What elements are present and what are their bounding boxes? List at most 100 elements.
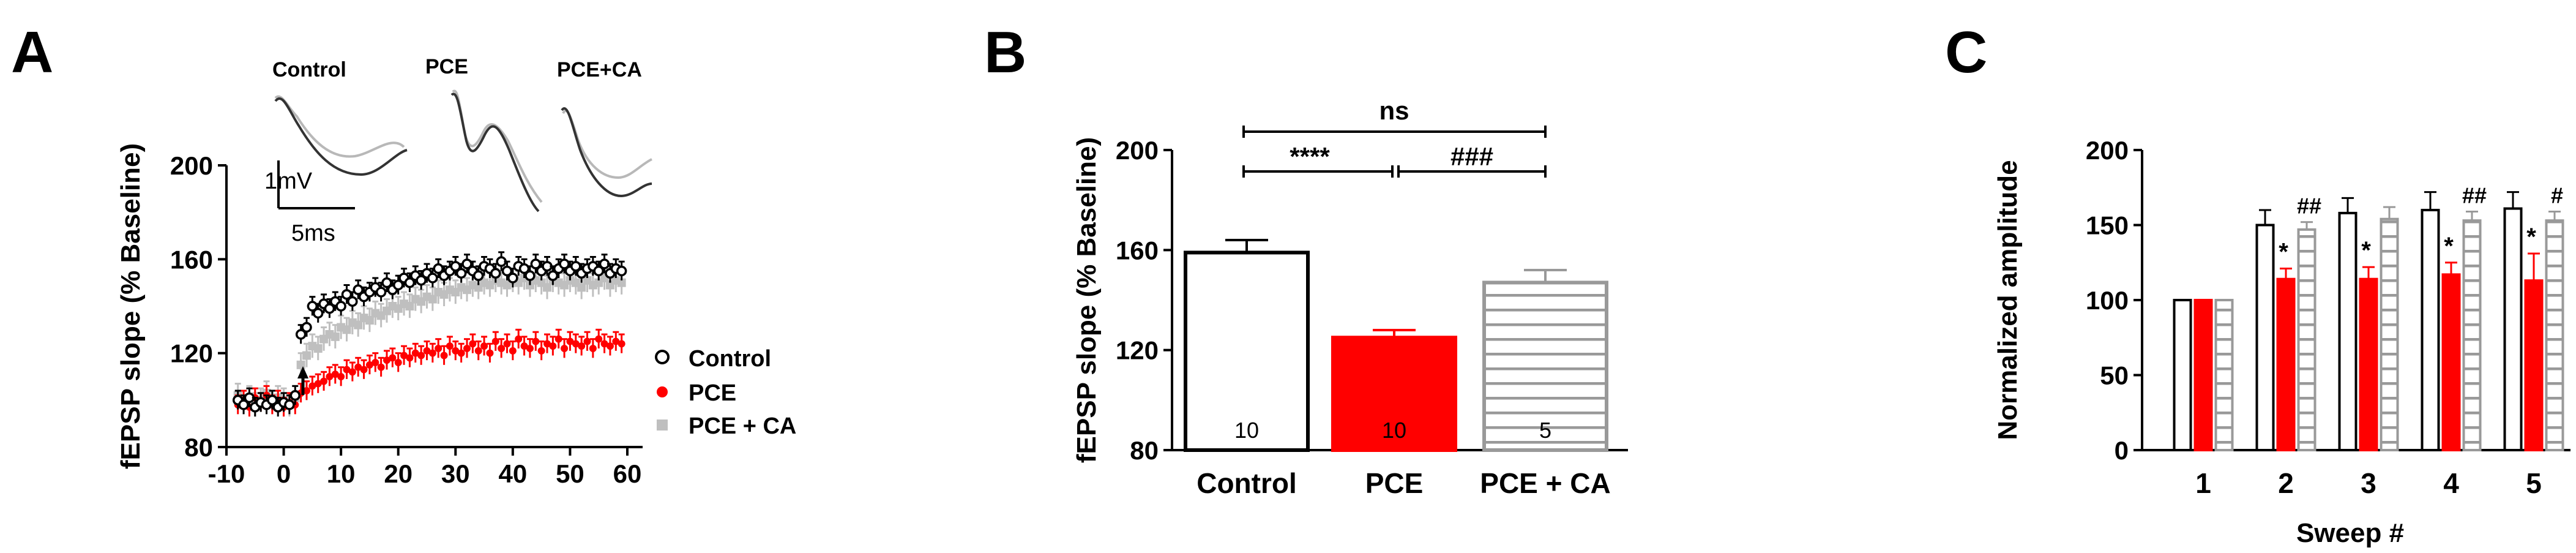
data-point — [433, 263, 444, 274]
data-point — [606, 342, 614, 350]
bar-sweep-2-series-2 — [2276, 277, 2296, 451]
panel-a-x-tick-label: 60 — [613, 459, 642, 488]
significance-marker-pce-ca: ## — [2462, 182, 2487, 208]
data-point — [337, 373, 345, 380]
data-point — [618, 340, 625, 348]
data-point — [417, 352, 425, 359]
bar-sweep-3-series-1 — [2338, 211, 2358, 451]
data-point — [324, 303, 335, 314]
panel-c: C 0 50 100 150 200 Normalized amplitude Swee… — [1945, 20, 2570, 548]
data-point — [491, 337, 499, 345]
legend-label-control: Control — [689, 346, 771, 372]
data-point — [486, 349, 494, 357]
data-point — [354, 363, 362, 371]
panel-b-y-tick-label: 200 — [1116, 136, 1159, 165]
data-point — [381, 277, 392, 288]
significance-bracket-control-pce: **** — [1242, 142, 1394, 178]
bar-n-label: 5 — [1539, 418, 1551, 443]
data-point — [457, 349, 465, 357]
data-point — [440, 352, 448, 359]
panel-b-x-tick-label: Control — [1197, 467, 1297, 499]
significance-marker-pce: * — [2444, 233, 2454, 260]
panel-a-x-tick-label: 30 — [441, 459, 470, 488]
panel-a-y-tick-label: 80 — [184, 433, 213, 462]
data-point — [490, 268, 501, 279]
data-point — [593, 265, 604, 277]
data-point — [469, 340, 477, 348]
panel-c-y-tick-label: 150 — [2086, 211, 2129, 240]
panel-a-x-tick-label: 0 — [277, 459, 291, 488]
data-point — [474, 347, 482, 355]
panel-c-y-tick-label: 100 — [2086, 286, 2129, 315]
data-point — [463, 345, 471, 352]
panel-b-y-ticks: 80 120 160 200 — [1116, 136, 1172, 465]
panel-c-x-axis-label: Sweep # — [2296, 518, 2404, 548]
panel-c-y-axis-label: Normalized amplitude — [1993, 160, 2023, 440]
panel-a-y-tick-label: 120 — [170, 339, 213, 368]
bar-sweep-4-series-3 — [2462, 219, 2482, 451]
data-point — [547, 270, 559, 281]
data-point — [289, 389, 301, 401]
inset-label-pce-ca: PCE+CA — [557, 58, 642, 81]
data-point — [383, 356, 390, 364]
data-point — [450, 261, 461, 272]
data-point — [507, 273, 518, 284]
data-point — [296, 360, 305, 369]
data-point — [559, 258, 570, 269]
significance-marker-pce: * — [2279, 239, 2288, 266]
inset-trace-pce — [450, 89, 543, 213]
significance-label-stars: **** — [1290, 142, 1330, 171]
data-point — [612, 337, 620, 345]
data-point — [354, 320, 363, 329]
data-point — [341, 289, 353, 300]
data-point — [520, 342, 528, 350]
data-point — [561, 345, 569, 352]
bar-pce — [1331, 336, 1457, 452]
data-point — [595, 335, 603, 343]
legend-marker-pce — [657, 386, 668, 397]
data-point — [377, 363, 385, 371]
panel-a-legend: Control PCE PCE + CA — [655, 346, 796, 439]
data-point — [583, 337, 591, 345]
legend-label-pce-ca: PCE + CA — [689, 413, 796, 439]
data-point — [314, 380, 322, 388]
data-point — [392, 279, 404, 291]
significance-label-hashes: ### — [1450, 142, 1493, 171]
data-point — [530, 258, 542, 269]
data-point — [330, 332, 340, 341]
data-point — [406, 354, 414, 362]
data-point — [405, 302, 414, 310]
data-point — [343, 366, 351, 374]
data-point — [600, 340, 608, 348]
panel-c-x-tick-label: 4 — [2443, 467, 2459, 499]
data-point — [616, 265, 627, 277]
data-point — [295, 329, 307, 340]
data-point — [543, 340, 551, 348]
panel-a-x-tick-label: 50 — [556, 459, 584, 488]
data-point — [532, 337, 540, 345]
data-point — [375, 287, 387, 298]
legend-marker-control — [655, 350, 670, 364]
data-point — [461, 258, 472, 269]
bar-control — [1184, 250, 1310, 452]
panel-c-y-tick-label: 0 — [2115, 436, 2129, 465]
panel-c-x-tick-label: 2 — [2278, 467, 2294, 499]
data-point — [428, 295, 437, 304]
significance-marker-pce: * — [2361, 237, 2371, 264]
panel-a-series — [232, 251, 627, 417]
data-point — [549, 342, 557, 350]
data-point — [347, 296, 358, 307]
data-point — [284, 399, 295, 410]
data-point — [360, 366, 368, 374]
data-point — [371, 359, 379, 366]
panel-c-x-tick-label: 5 — [2526, 467, 2542, 499]
data-point — [312, 307, 324, 319]
data-point — [509, 347, 517, 355]
significance-label-ns: ns — [1379, 96, 1409, 125]
panel-b-x-tick-label: PCE + CA — [1480, 467, 1610, 499]
data-point — [353, 284, 364, 295]
data-point — [577, 283, 586, 292]
data-point — [307, 301, 318, 312]
panel-c-x-tick-label: 1 — [2195, 467, 2211, 499]
